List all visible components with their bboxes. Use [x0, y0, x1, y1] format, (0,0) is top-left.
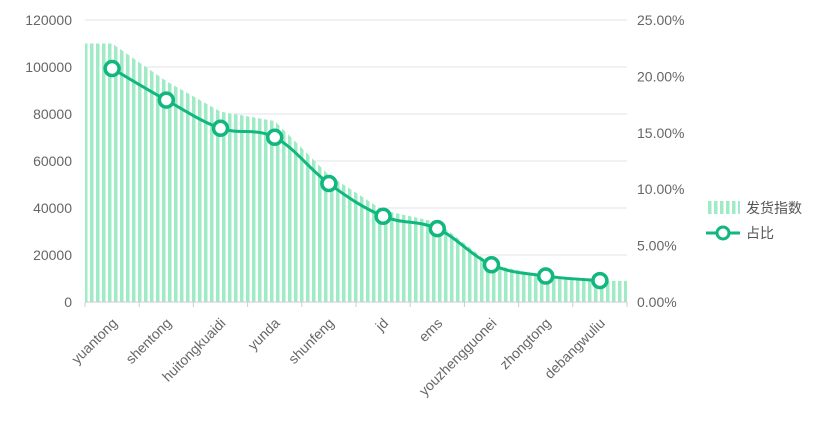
right-y-axis: 0.00% 5.00% 10.00% 15.00% 20.00% 25.00% [637, 12, 684, 310]
x-tick-label: yunda [245, 315, 283, 353]
line-point [320, 174, 338, 193]
x-tick-label: yuantong [68, 315, 120, 367]
legend-swatch-marker [715, 225, 731, 241]
left-tick-label: 20000 [33, 247, 72, 263]
left-tick-label: 40000 [33, 200, 72, 216]
line-point [591, 271, 609, 290]
line-point [536, 267, 555, 285]
line-point [103, 59, 121, 78]
line-point [211, 119, 230, 138]
line-point [374, 207, 392, 226]
legend-label: 占比 [746, 225, 774, 241]
line-share [111, 67, 601, 283]
line-point [482, 256, 501, 274]
area-fill-shipment-index [85, 43, 627, 302]
left-tick-label: 60000 [33, 153, 72, 169]
right-tick-label: 10.00% [637, 181, 684, 197]
right-tick-label: 25.00% [637, 12, 684, 28]
x-tick-label: shunfeng [285, 315, 337, 367]
line-point [265, 128, 284, 147]
x-tick-label: zhongtong [496, 315, 554, 373]
legend-swatch-area [706, 201, 740, 214]
x-tick-label: shentong [122, 315, 174, 367]
line-series [103, 59, 609, 290]
area-series [85, 43, 627, 302]
x-tick-label: ems [415, 315, 445, 345]
left-tick-label: 100000 [25, 59, 72, 75]
left-y-axis: 0 20000 40000 60000 80000 100000 120000 [25, 12, 72, 310]
right-tick-label: 20.00% [637, 68, 684, 84]
left-tick-label: 80000 [33, 106, 72, 122]
right-tick-label: 5.00% [637, 238, 677, 254]
right-tick-label: 0.00% [637, 294, 677, 310]
legend-label: 发货指数 [746, 200, 802, 216]
x-tick-label: jd [371, 315, 391, 335]
line-point [428, 219, 447, 238]
left-tick-label: 120000 [25, 12, 72, 28]
line-point [157, 91, 176, 109]
left-tick-label: 0 [64, 294, 72, 310]
right-tick-label: 15.00% [637, 125, 684, 141]
